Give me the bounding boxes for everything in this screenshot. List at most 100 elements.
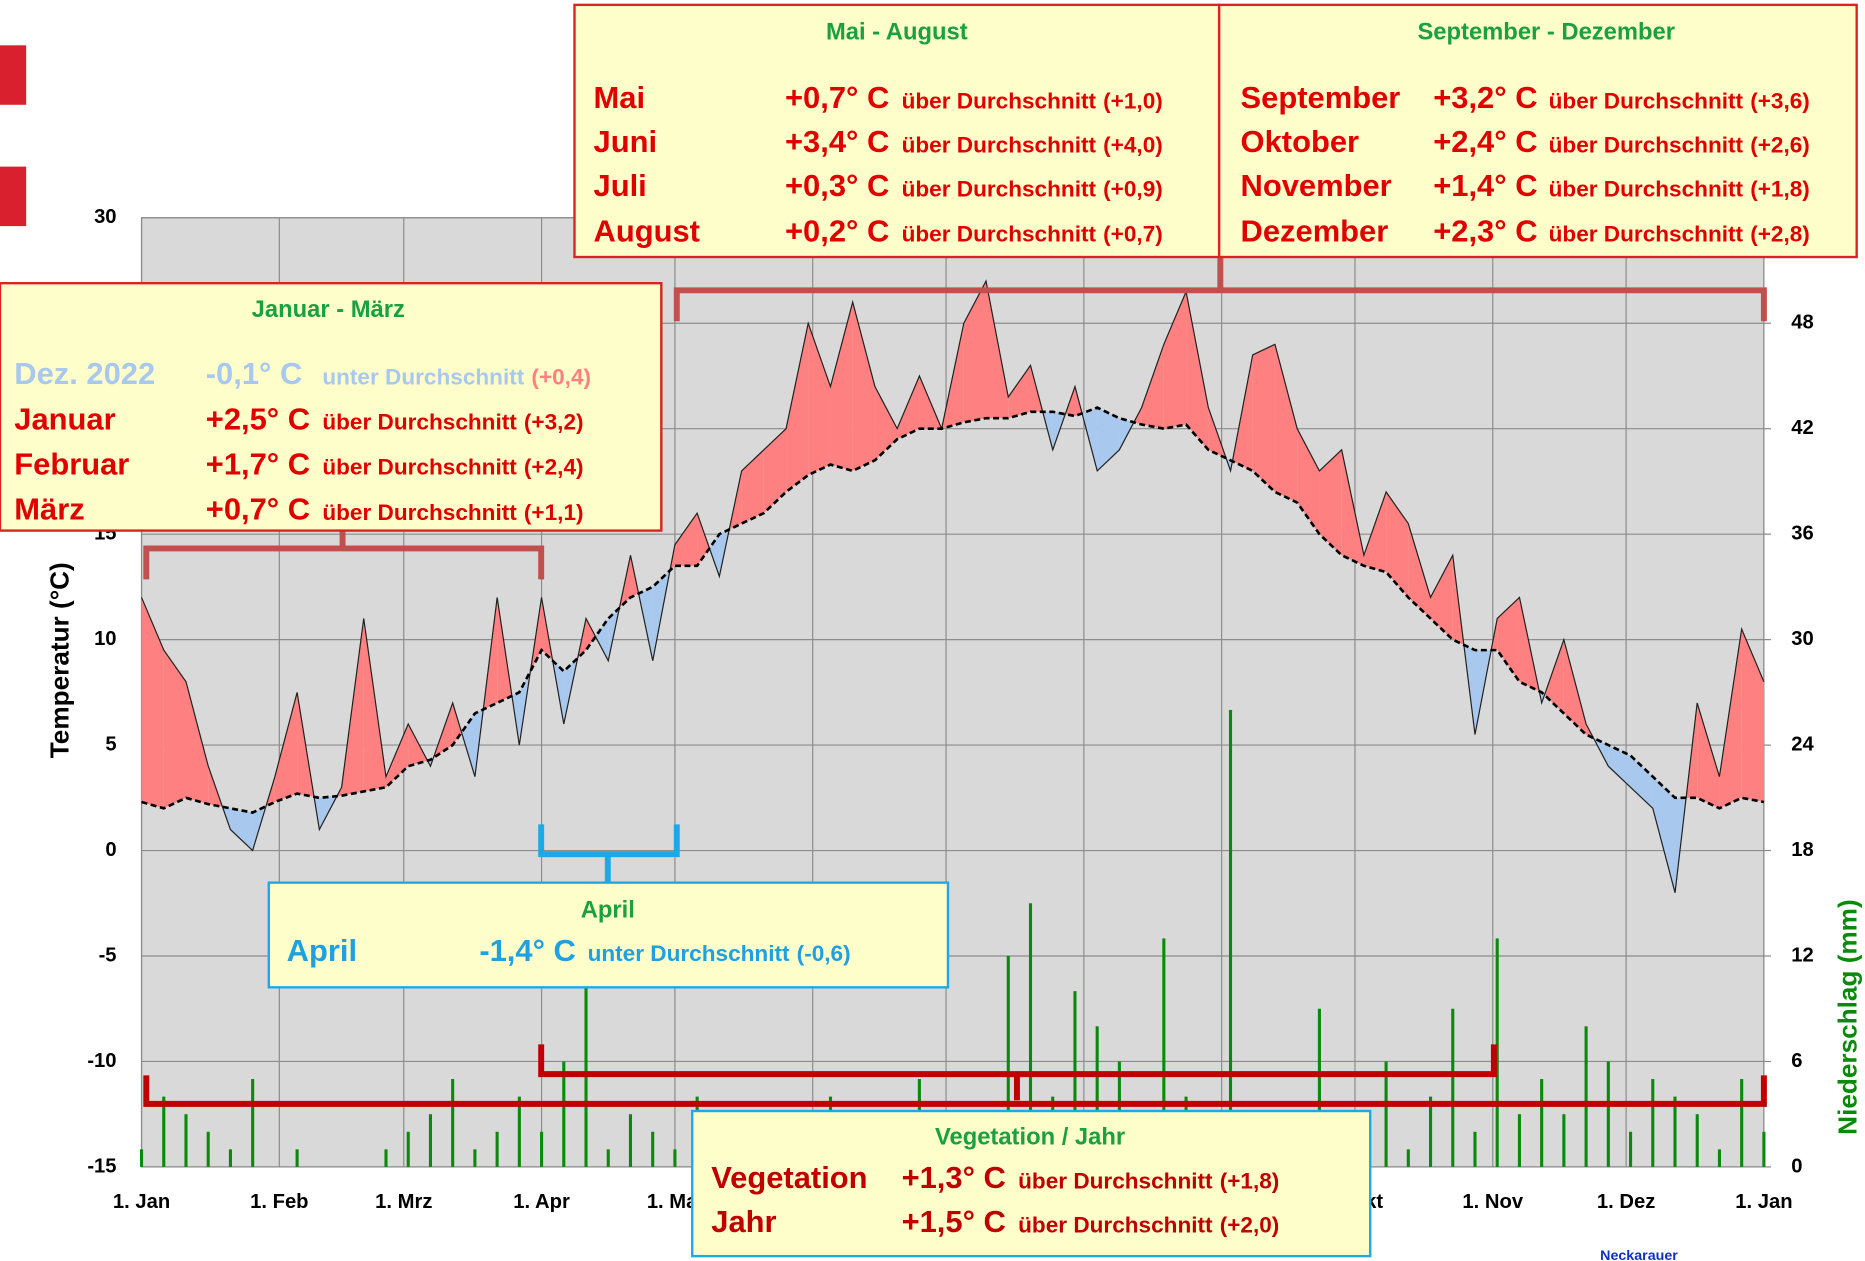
deviation-fill (1030, 365, 1043, 412)
precip-bar (451, 1079, 455, 1167)
precip-bar (584, 956, 588, 1167)
precip-bar (1317, 1008, 1321, 1167)
deviation-fill (1430, 555, 1453, 640)
precip-bar (1695, 1114, 1699, 1167)
deviation-fill (1008, 365, 1031, 419)
deviation-fill (408, 723, 428, 767)
deviation-fill (674, 513, 698, 566)
row-ref: (+1,1) (524, 500, 584, 525)
precip-bar (562, 1061, 566, 1167)
row-label: Juni (594, 124, 658, 159)
precip-bar (1629, 1131, 1633, 1167)
precip-bar (1473, 1131, 1477, 1167)
row-label: August (594, 213, 700, 248)
average-line (141, 406, 1765, 814)
y2-tick-label: 18 (1791, 839, 1814, 861)
row-label: September (1241, 80, 1401, 115)
precip-bar (1406, 1149, 1410, 1167)
precip-bar (1073, 991, 1077, 1167)
row-note: über Durchschnitt (322, 410, 517, 435)
precip-bar (517, 1096, 521, 1167)
precip-bar (1495, 938, 1499, 1167)
deviation-fill (830, 302, 853, 471)
precip-bar (139, 1149, 144, 1167)
box-title: September - Dezember (1417, 19, 1675, 46)
precip-bar (1228, 709, 1233, 1167)
y-axis-label: Temperatur (°C) (45, 562, 75, 758)
precip-bar (628, 1114, 633, 1167)
deviation-fill (1163, 291, 1187, 429)
precip-bar (1762, 1131, 1766, 1167)
deviation-fill (1544, 639, 1564, 714)
row-value: +1,5° C (902, 1204, 1006, 1239)
x-tick-label: 1. Mrz (375, 1191, 432, 1213)
annotation-box (691, 1109, 1372, 1258)
x-tick-label: 1. Feb (250, 1191, 308, 1213)
row-ref: (+1,0) (1103, 88, 1163, 113)
row-label: Jahr (711, 1204, 776, 1239)
row-ref: (+3,2) (524, 410, 584, 435)
row-ref: (+2,0) (1220, 1212, 1280, 1237)
row-label: Oktober (1241, 124, 1360, 159)
x-tick-label: 1. Nov (1462, 1191, 1523, 1213)
precip-bar (1451, 1008, 1455, 1167)
row-note: über Durchschnitt (1018, 1212, 1213, 1237)
x-tick-label: 1. Apr (513, 1191, 570, 1213)
precip-bar (495, 1131, 499, 1167)
precip-bar (1606, 1061, 1610, 1167)
y2-tick-label: 48 (1791, 312, 1814, 334)
row-label: März (14, 492, 84, 527)
precip-bar (1028, 903, 1033, 1167)
precip-bar (251, 1079, 255, 1167)
row-value: +1,7° C (206, 447, 310, 482)
deviation-fill (1141, 344, 1164, 429)
row-note: über Durchschnitt (902, 222, 1097, 247)
row-note: über Durchschnitt (902, 88, 1097, 113)
deviation-fill (552, 660, 564, 724)
row-ref: (-0,6) (797, 941, 851, 966)
precip-bar (1428, 1096, 1433, 1167)
y-tick-label: 0 (105, 839, 116, 861)
precip-bar (1651, 1079, 1655, 1167)
y2-tick-label: 36 (1791, 523, 1814, 545)
temperature-line (140, 279, 1765, 893)
precip-bar (1540, 1079, 1544, 1167)
row-ref: (+0,7) (1103, 222, 1163, 247)
y2-tick-label: 42 (1791, 417, 1814, 439)
y-tick-label: 10 (94, 628, 117, 650)
deviation-fill (163, 650, 187, 809)
row-note: über Durchschnitt (902, 176, 1097, 201)
row-note: über Durchschnitt (1549, 88, 1744, 113)
precip-bar (473, 1149, 477, 1167)
row-note: über Durchschnitt (1549, 176, 1744, 201)
precip-bar (1562, 1114, 1566, 1167)
precip-bar (184, 1114, 188, 1167)
y2-tick-label: 6 (1791, 1050, 1802, 1072)
credit: Neckarauer (1600, 1248, 1678, 1261)
deviation-fill (141, 597, 164, 809)
row-note: über Durchschnitt (1018, 1168, 1213, 1193)
precip-bar (384, 1149, 388, 1167)
x-tick-label: 1. Dez (1597, 1191, 1655, 1213)
deviation-fill (808, 323, 831, 476)
row-label: Januar (14, 401, 115, 436)
row-ref: (+0,9) (1103, 176, 1163, 201)
deviation-fill (586, 618, 596, 651)
row-note: über Durchschnitt (322, 500, 517, 525)
row-label: Vegetation (711, 1160, 867, 1195)
deviation-fill (1608, 745, 1631, 788)
deviation-fill (1697, 702, 1720, 809)
box-title: Mai - August (826, 19, 968, 46)
row-note: unter Durchschnitt (588, 941, 790, 966)
x-tick-label: 1. Jan (1735, 1191, 1792, 1213)
row-value: +0,2° C (785, 213, 889, 248)
row-label: November (1241, 168, 1392, 203)
annotation-box (1217, 3, 1858, 259)
row-value: -0,1° C (206, 356, 303, 391)
y2-tick-label: 12 (1791, 944, 1814, 966)
y2-tick-label: 24 (1791, 733, 1814, 755)
deviation-fill (274, 692, 298, 803)
deviation-fill (1630, 755, 1653, 809)
row-value: +0,7° C (206, 492, 310, 527)
